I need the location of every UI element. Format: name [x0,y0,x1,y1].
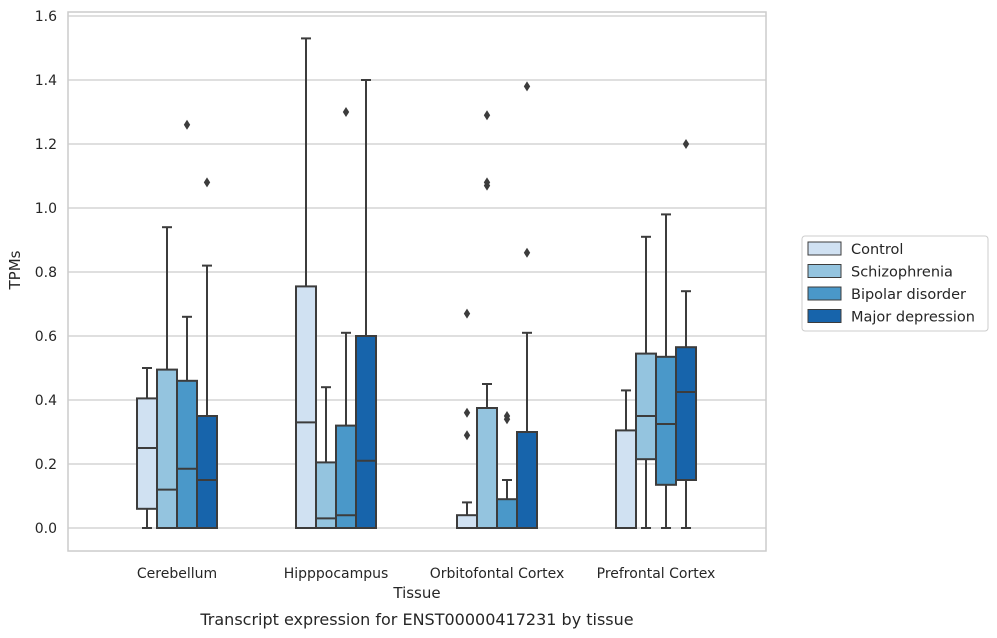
y-axis-label: TPMs [6,250,24,290]
outlier-point [183,119,191,130]
box-schizophrenia [476,110,498,529]
box-major-depression [355,79,377,529]
plot-frame [67,11,767,552]
box-plot-area [136,37,697,530]
legend-swatch [807,241,842,256]
box-major-depression [516,81,538,529]
box-body [176,379,198,529]
box-bipolar-disorder [335,107,357,530]
legend-entry-label: Major depression [851,310,975,326]
legend-swatch [807,309,842,323]
y-tick-label: 0.0 [35,521,57,537]
legend-entry-label: Schizophrenia [851,265,953,281]
box-body [456,514,478,530]
outlier-point [483,110,491,121]
legend: Control Schizophrenia Bipolar disorder Majo… [801,235,989,332]
box-bipolar-disorder [655,213,677,529]
outlier-point [503,411,511,421]
box-schizophrenia [635,235,657,529]
x-axis-label: Tissue [392,584,440,602]
box-body [655,355,677,486]
x-tick-label: Prefrontal Cortex [597,566,716,582]
box-body [675,346,697,482]
box-body [335,424,357,530]
outlier-point [483,177,491,188]
box-body [156,368,178,529]
box-body [476,407,498,529]
legend-swatch [807,286,842,301]
outlier-point [342,107,350,117]
outlier-point [463,407,471,418]
x-axis-ticks: Cerebellum Hipppocampus Orbitofontal Corte… [137,566,715,582]
outlier-point [463,308,471,319]
box-body [295,285,317,529]
box-body [355,335,377,529]
box-body [496,498,518,530]
figure-caption: Transcript expression for ENST0000041723… [199,610,633,629]
legend-entry-label: Control [851,242,903,258]
y-tick-label: 1.2 [35,137,57,153]
y-tick-label: 1.4 [35,73,57,89]
y-tick-label: 0.8 [35,265,57,281]
y-axis-ticks: 0.0 0.2 0.4 0.6 0.8 1.0 1.2 1.4 1.6 [35,9,57,537]
box-body [516,431,538,529]
box-control [456,308,478,530]
outlier-point [682,139,690,149]
box-body [635,352,657,461]
box-bipolar-disorder [176,119,198,529]
y-tick-label: 1.0 [35,201,57,217]
y-tick-label: 0.2 [35,457,57,473]
outlier-point [203,177,211,188]
outlier-point [463,430,471,441]
box-schizophrenia [315,386,337,529]
box-major-depression [196,177,218,529]
legend-swatch [807,264,842,278]
y-tick-label: 0.4 [35,393,57,409]
legend-frame [801,235,989,332]
box-body [136,397,158,510]
box-control [136,367,158,529]
box-major-depression [675,139,697,529]
box-schizophrenia [156,226,178,529]
box-body [615,429,637,529]
y-tick-label: 1.6 [35,9,57,25]
x-tick-label: Orbitofontal Cortex [430,566,565,582]
box-control [295,37,317,529]
box-body [196,415,218,529]
x-tick-label: Cerebellum [137,566,217,582]
x-tick-label: Hipppocampus [284,566,389,582]
legend-entry-label: Bipolar disorder [851,287,966,303]
y-tick-label: 0.6 [35,329,57,345]
box-bipolar-disorder [496,411,518,530]
outlier-point [523,247,531,258]
box-control [615,389,637,529]
outlier-point [523,81,531,92]
